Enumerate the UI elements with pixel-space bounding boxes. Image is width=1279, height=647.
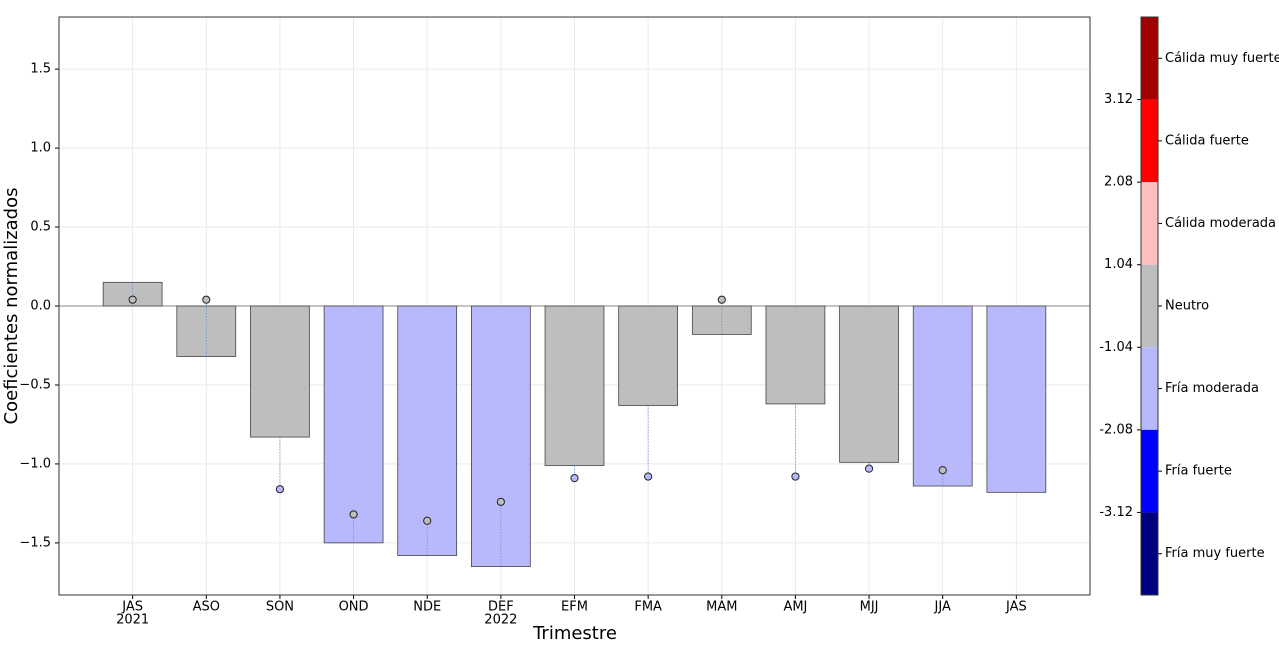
- plot-frame: [58, 16, 1091, 596]
- point: [864, 464, 874, 473]
- bar: [912, 305, 973, 487]
- colorbar-segment: [1141, 264, 1158, 348]
- x-tick-label: EFM: [561, 600, 588, 615]
- point: [644, 472, 653, 481]
- colorbar-boundary-label: 2.08: [1104, 175, 1133, 190]
- colorbar-segment: [1141, 512, 1158, 595]
- colorbar-label: Fría moderada: [1165, 381, 1259, 396]
- point: [202, 295, 211, 304]
- point: [938, 466, 947, 475]
- x-tick-label: SON: [266, 600, 294, 615]
- point: [717, 295, 726, 304]
- bar: [618, 305, 679, 406]
- colorbar-label: Neutro: [1165, 299, 1209, 314]
- colorbar-boundary-label: -1.04: [1099, 340, 1133, 355]
- x-tick-label: MJJ: [860, 600, 879, 615]
- x-tick-label: NDE: [413, 600, 441, 615]
- x-tick-label: JAS: [1005, 600, 1027, 615]
- y-tick-label: −1.0: [19, 456, 51, 471]
- colorbar-boundary-label: 1.04: [1104, 257, 1133, 272]
- colorbar-label: Cálida moderada: [1165, 216, 1276, 231]
- colorbar-segment: [1141, 429, 1158, 513]
- x-tick-label: AMJ: [783, 600, 807, 615]
- colorbar-segment: [1141, 182, 1158, 265]
- x-axis-title: Trimestre: [532, 623, 617, 644]
- colorbar-segment: [1141, 347, 1158, 430]
- bar: [323, 305, 384, 544]
- colorbar-label: Fría muy fuerte: [1165, 546, 1265, 561]
- colorbar-frame: [1140, 16, 1159, 596]
- colorbar-boundary-label: -2.08: [1099, 422, 1133, 437]
- x-tick-label: ASO: [193, 600, 220, 615]
- point: [349, 510, 358, 519]
- bar: [544, 305, 605, 466]
- bar: [691, 305, 752, 335]
- colorbar-segment: [1141, 17, 1158, 100]
- y-tick-label: 0.0: [30, 299, 51, 314]
- y-axis-title: Coeficientes normalizados: [1, 188, 22, 425]
- point: [423, 516, 432, 525]
- bar: [986, 305, 1047, 493]
- colorbar-segment: [1141, 99, 1158, 183]
- point: [128, 295, 137, 304]
- colorbar-boundary-label: -3.12: [1099, 505, 1133, 520]
- x-tick-sublabel: 2022: [484, 613, 517, 628]
- x-tick-label: FMA: [634, 600, 662, 615]
- y-tick-label: −1.5: [19, 535, 51, 550]
- x-tick-label: MAM: [706, 600, 737, 615]
- colorbar-label: Cálida fuerte: [1165, 133, 1249, 148]
- bar: [839, 305, 899, 463]
- x-tick-sublabel: 2021: [116, 613, 149, 628]
- y-tick-label: −0.5: [19, 377, 51, 392]
- point: [570, 474, 579, 483]
- y-tick-label: 0.5: [30, 220, 51, 235]
- bar: [250, 305, 310, 438]
- colorbar-label: Fría fuerte: [1165, 464, 1232, 479]
- colorbar-label: Cálida muy fuerte: [1165, 51, 1279, 66]
- x-tick-label: JJA: [934, 600, 951, 615]
- bar: [765, 305, 826, 405]
- point: [791, 472, 800, 481]
- y-tick-label: 1.0: [30, 141, 51, 156]
- point: [275, 485, 285, 494]
- y-tick-label: 1.5: [30, 62, 51, 77]
- x-tick-label: DEF: [488, 600, 514, 615]
- colorbar-boundary-label: 3.12: [1104, 92, 1133, 107]
- x-tick-label: OND: [339, 600, 369, 615]
- x-tick-label: JAS: [121, 600, 143, 615]
- point: [496, 497, 505, 506]
